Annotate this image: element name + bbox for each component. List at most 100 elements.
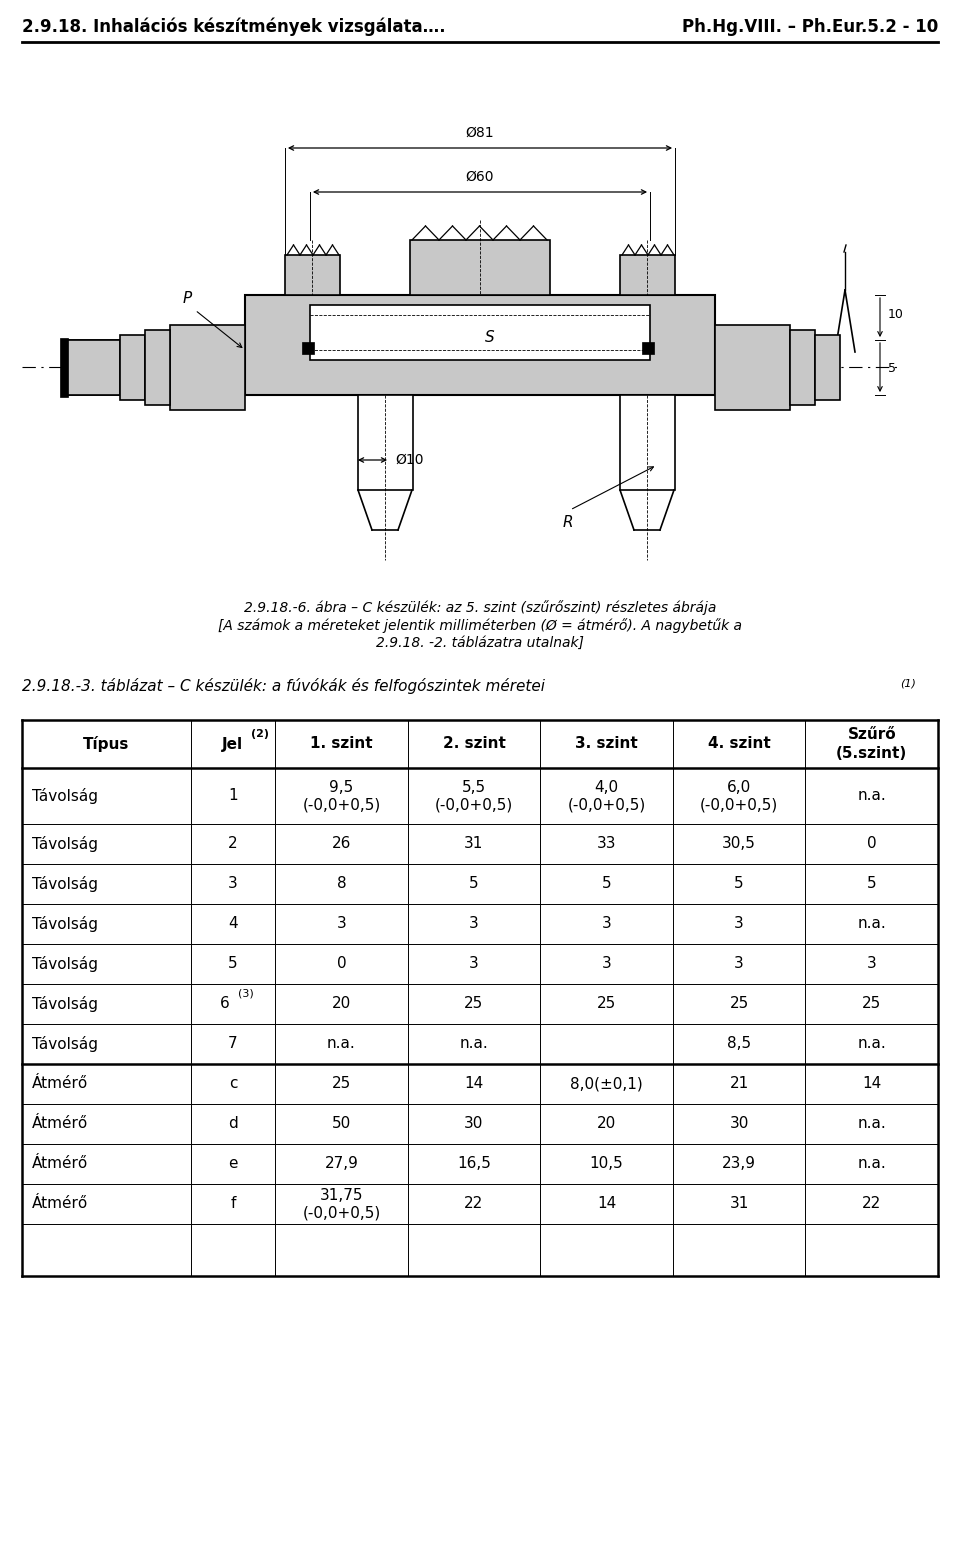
Text: 31,75
(-0,0+0,5): 31,75 (-0,0+0,5) [302,1188,380,1221]
Text: (2): (2) [251,729,269,740]
Bar [642,342,654,354]
Bar [60,338,68,396]
Bar [245,295,715,395]
Text: Távolság: Távolság [32,956,98,972]
Text: Ph.Hg.VIII. – Ph.Eur.5.2 - 10: Ph.Hg.VIII. – Ph.Eur.5.2 - 10 [682,17,938,36]
Bar [815,335,840,400]
Bar [790,331,815,404]
Text: Jel: Jel [223,736,244,752]
Text: 6: 6 [220,997,229,1012]
Text: Átmérő: Átmérő [32,1117,88,1131]
Text: (3): (3) [238,989,253,1000]
Text: 2: 2 [228,837,238,851]
Text: 3: 3 [337,917,347,931]
Text: 2.9.18. -2. táblázatra utalnak]: 2.9.18. -2. táblázatra utalnak] [376,636,584,650]
Text: n.a.: n.a. [857,1036,886,1051]
Text: 25: 25 [332,1077,351,1092]
Text: P: P [182,291,192,306]
Bar [358,395,413,490]
Text: 14: 14 [465,1077,484,1092]
Text: Távolság: Távolság [32,788,98,804]
Text: 8: 8 [337,876,347,892]
Text: 22: 22 [862,1197,881,1211]
Text: 14: 14 [862,1077,881,1092]
Text: Szűrő
(5.szint): Szűrő (5.szint) [836,727,907,762]
Text: 27,9: 27,9 [324,1156,358,1172]
Bar [302,342,314,354]
Bar [145,331,170,404]
Text: 1. szint: 1. szint [310,736,372,752]
Text: 4,0
(-0,0+0,5): 4,0 (-0,0+0,5) [567,779,646,813]
Text: Távolság: Távolság [32,837,98,852]
Text: Ø60: Ø60 [466,169,494,183]
Text: n.a.: n.a. [327,1036,356,1051]
Text: [A számok a méreteket jelentik milliméterben (Ø = átmérő). A nagybetűk a: [A számok a méreteket jelentik milliméte… [218,617,742,633]
Bar [170,324,245,411]
Text: n.a.: n.a. [460,1036,489,1051]
Text: 30: 30 [465,1117,484,1131]
Text: 20: 20 [597,1117,616,1131]
Text: 5,5
(-0,0+0,5): 5,5 (-0,0+0,5) [435,779,513,813]
Text: 26: 26 [332,837,351,851]
Text: 2.9.18. Inhalációs készítmények vizsgálata….: 2.9.18. Inhalációs készítmények vizsgála… [22,17,445,36]
Text: 25: 25 [730,997,749,1012]
Text: n.a.: n.a. [857,788,886,804]
Text: 25: 25 [465,997,484,1012]
Text: 6,0
(-0,0+0,5): 6,0 (-0,0+0,5) [700,779,779,813]
Text: (1): (1) [900,679,916,688]
Text: 5: 5 [469,876,479,892]
Text: Ø10: Ø10 [395,453,423,467]
Text: Távolság: Távolság [32,917,98,932]
Text: 5: 5 [734,876,744,892]
Text: 3: 3 [867,956,876,972]
Text: 3. szint: 3. szint [575,736,638,752]
Text: 7: 7 [228,1036,238,1051]
Text: 3: 3 [469,956,479,972]
Bar [715,324,790,411]
Text: 10,5: 10,5 [589,1156,623,1172]
Text: 5: 5 [228,956,238,972]
Text: 3: 3 [602,917,612,931]
Text: S: S [485,331,494,345]
Text: 30: 30 [730,1117,749,1131]
Bar [620,395,675,490]
Text: 25: 25 [862,997,881,1012]
Text: f: f [230,1197,235,1211]
Text: Távolság: Távolság [32,876,98,892]
Text: 8,5: 8,5 [727,1036,751,1051]
Text: 3: 3 [228,876,238,892]
Text: 3: 3 [734,956,744,972]
Text: Átmérő: Átmérő [32,1156,88,1172]
Bar [120,335,145,400]
Text: n.a.: n.a. [857,1117,886,1131]
Text: 5: 5 [888,362,896,375]
Bar [310,306,650,360]
Text: 3: 3 [602,956,612,972]
Bar [620,255,675,295]
Text: 21: 21 [730,1077,749,1092]
Text: d: d [228,1117,238,1131]
Text: 0: 0 [867,837,876,851]
Text: 2. szint: 2. szint [443,736,505,752]
Text: R: R [563,516,573,530]
Text: 2.9.18.-3. táblázat – C készülék: a fúvókák és felfogószintek méretei: 2.9.18.-3. táblázat – C készülék: a fúvó… [22,679,545,694]
Text: 10: 10 [888,309,904,321]
Text: 5: 5 [602,876,612,892]
Text: 23,9: 23,9 [722,1156,756,1172]
Text: Típus: Típus [84,736,130,752]
Text: 0: 0 [337,956,347,972]
Text: 2.9.18.-6. ábra – C készülék: az 5. szint (szűrőszint) részletes ábrája: 2.9.18.-6. ábra – C készülék: az 5. szin… [244,600,716,614]
Text: 8,0(±0,1): 8,0(±0,1) [570,1077,643,1092]
Text: Távolság: Távolság [32,1036,98,1051]
Text: 16,5: 16,5 [457,1156,491,1172]
Text: 20: 20 [332,997,351,1012]
Text: 22: 22 [465,1197,484,1211]
Text: Távolság: Távolság [32,997,98,1012]
Text: n.a.: n.a. [857,1156,886,1172]
Text: 1: 1 [228,788,238,804]
Text: 3: 3 [734,917,744,931]
Bar [285,255,340,295]
Text: 25: 25 [597,997,616,1012]
Text: 14: 14 [597,1197,616,1211]
Text: e: e [228,1156,238,1172]
